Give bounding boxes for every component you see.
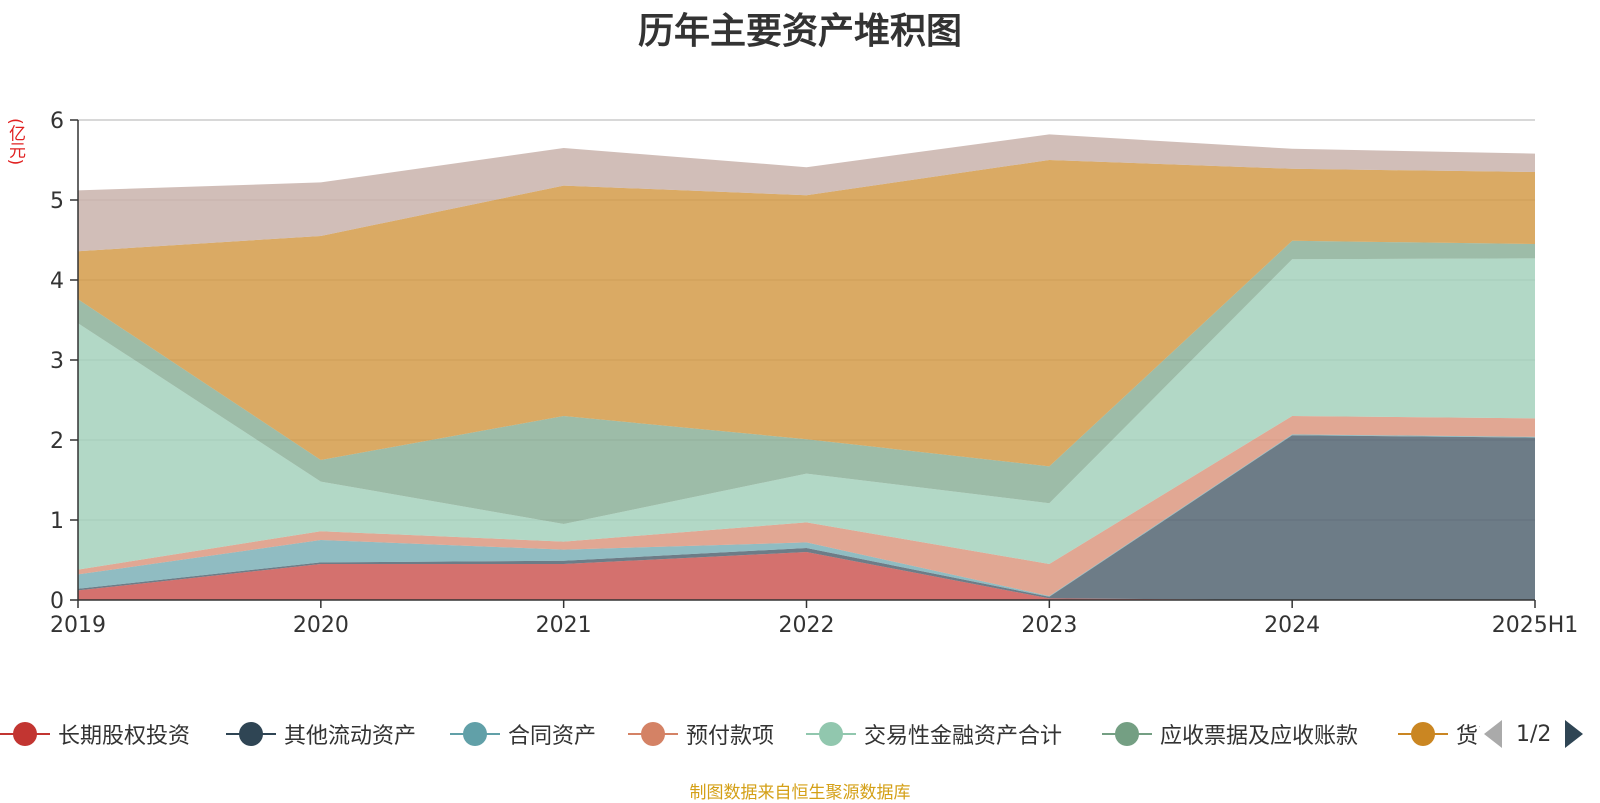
area-series-交易性金融资产合计 <box>78 258 1535 570</box>
y-tick-label: 4 <box>50 269 64 294</box>
axis-layer: 0 1 2 3 4 5 6 2019 2020 2021 2022 2023 2024 2025H1 <box>50 109 1578 638</box>
legend-marker-icon <box>806 722 856 746</box>
y-tick-label: 6 <box>50 109 64 134</box>
area-series-应收票据及应收账款 <box>78 240 1535 525</box>
legend-label: 长期股权投资 <box>58 724 191 749</box>
legend-marker-icon <box>0 722 50 746</box>
legend-viewport: 长期股权投资 其他流动资产 合同资产 预付款项 交易性金融资产合计 应收票据及应收账款 货币… <box>0 716 1480 752</box>
x-tick-label: 2019 <box>50 613 106 638</box>
legend-marker-icon <box>450 722 500 746</box>
legend-page-indicator: 1/2 <box>1516 721 1552 747</box>
stacked-area-chart: 0 1 2 3 4 5 6 2019 2020 2021 2022 2023 2024 2025H1 <box>50 109 1578 638</box>
legend: 长期股权投资 其他流动资产 合同资产 预付款项 交易性金融资产合计 应收票据及应收账款 货币… <box>0 716 1600 752</box>
area-series-其他流动资产 <box>78 435 1535 600</box>
area-series-合同资产 <box>78 434 1535 597</box>
legend-label: 预付款项 <box>686 724 775 749</box>
legend-label: 其他流动资产 <box>284 724 417 749</box>
legend-item[interactable]: 其他流动资产 <box>226 716 416 752</box>
y-tick-label: 5 <box>50 189 64 214</box>
triangle-right-icon[interactable] <box>1565 720 1584 748</box>
legend-item[interactable]: 货币资金 <box>1398 716 1480 752</box>
x-tick-label: 2025H1 <box>1492 613 1579 638</box>
legend-marker-icon <box>1398 722 1448 746</box>
x-tick-label: 2020 <box>293 613 349 638</box>
area-layer <box>78 134 1535 600</box>
triangle-left-icon[interactable] <box>1484 720 1502 748</box>
x-tick-label: 2022 <box>779 613 835 638</box>
legend-item[interactable]: 预付款项 <box>628 716 774 752</box>
legend-label: 合同资产 <box>508 724 597 749</box>
legend-item[interactable]: 合同资产 <box>450 716 596 752</box>
y-tick-label: 3 <box>50 349 64 374</box>
y-tick-label: 0 <box>50 589 64 614</box>
legend-marker-icon <box>226 722 276 746</box>
y-tick-label: 1 <box>50 509 64 534</box>
legend-marker-icon <box>628 722 678 746</box>
area-series-货币资金 <box>78 160 1535 467</box>
legend-pager: 1/2 <box>1484 716 1584 752</box>
area-series-存货 <box>78 134 1535 252</box>
chart-title: 历年主要资产堆积图 <box>637 11 962 52</box>
legend-item[interactable]: 交易性金融资产合计 <box>806 716 1062 752</box>
legend-marker-icon <box>1102 722 1152 746</box>
area-series-预付款项 <box>78 416 1535 596</box>
legend-label: 应收票据及应收账款 <box>1160 724 1359 749</box>
y-tick-label: 2 <box>50 429 64 454</box>
legend-item[interactable]: 应收票据及应收账款 <box>1102 716 1358 752</box>
legend-item[interactable]: 长期股权投资 <box>0 716 190 752</box>
x-tick-label: 2023 <box>1021 613 1077 638</box>
source-note: 制图数据来自恒生聚源数据库 <box>689 783 911 803</box>
x-tick-label: 2024 <box>1264 613 1320 638</box>
x-tick-label: 2021 <box>536 613 592 638</box>
legend-label: 交易性金融资产合计 <box>864 724 1063 749</box>
y-axis-unit-label: (亿元) <box>5 118 25 166</box>
legend-label: 货币资金 <box>1456 724 1480 749</box>
